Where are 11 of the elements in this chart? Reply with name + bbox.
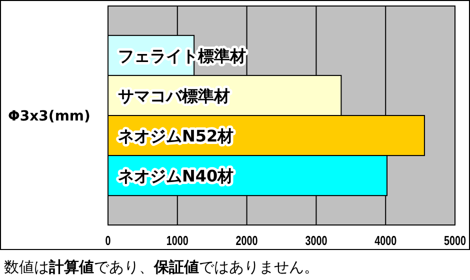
y-tick-label: サマコバ標準材 bbox=[118, 86, 230, 106]
x-tick-label: 4000 bbox=[374, 233, 404, 248]
y-axis-title: Φ3x3(mm) bbox=[8, 108, 90, 124]
x-tick-label: 1000 bbox=[166, 233, 196, 248]
y-tick-label: ネオジムN40材 bbox=[118, 166, 234, 186]
x-tick-label: 5000 bbox=[444, 233, 470, 248]
x-tick-label: 3000 bbox=[305, 233, 334, 248]
x-tick-label: 2000 bbox=[236, 233, 265, 248]
text: 数値は計算値であり、保証値ではありません。 bbox=[4, 258, 319, 276]
y-tick-label: ネオジムN52材 bbox=[118, 126, 234, 146]
x-tick-label: 0 bbox=[105, 233, 112, 248]
